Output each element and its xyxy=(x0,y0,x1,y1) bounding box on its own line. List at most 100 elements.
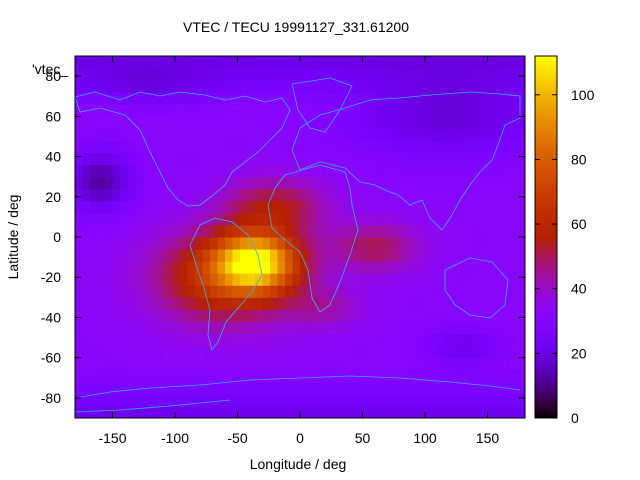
heatmap-cell xyxy=(225,369,233,383)
heatmap-cell xyxy=(150,140,158,154)
heatmap-cell xyxy=(330,381,338,395)
heatmap-cell xyxy=(75,56,83,69)
heatmap-cell xyxy=(277,333,286,347)
heatmap-cell xyxy=(300,393,308,407)
heatmap-cell xyxy=(367,56,376,69)
heatmap-cell xyxy=(255,285,263,298)
heatmap-cell xyxy=(375,92,383,105)
heatmap-cell xyxy=(315,224,323,238)
heatmap-cell xyxy=(412,140,421,154)
heatmap-cell xyxy=(187,140,196,154)
heatmap-cell xyxy=(465,188,473,202)
heatmap-cell xyxy=(75,152,83,166)
heatmap-cell xyxy=(82,200,91,214)
heatmap-cell xyxy=(360,224,368,238)
heatmap-cell xyxy=(240,56,248,69)
heatmap-cell xyxy=(75,128,83,141)
heatmap-cell xyxy=(360,345,368,359)
heatmap-cell xyxy=(277,224,286,238)
heatmap-cell xyxy=(472,249,481,262)
heatmap-cell xyxy=(472,381,481,395)
heatmap-cell xyxy=(322,188,331,202)
colorbar-tick-label: 100 xyxy=(571,87,595,103)
heatmap-cell xyxy=(420,393,428,407)
heatmap-cell xyxy=(315,176,323,190)
x-tick-label: -100 xyxy=(161,430,189,446)
heatmap-cell xyxy=(457,405,466,419)
heatmap-cell xyxy=(165,345,173,359)
heatmap-cell xyxy=(225,285,233,298)
heatmap-cell xyxy=(247,188,256,202)
heatmap-cell xyxy=(262,68,271,81)
heatmap-cell xyxy=(472,224,481,238)
heatmap-cell xyxy=(240,345,248,359)
heatmap-cell xyxy=(255,56,263,69)
heatmap-cell xyxy=(232,212,241,226)
heatmap-cell xyxy=(150,164,158,178)
heatmap-cell xyxy=(487,309,496,322)
heatmap-cell xyxy=(517,273,526,286)
heatmap-cell xyxy=(367,68,376,81)
heatmap-cell xyxy=(487,249,496,262)
heatmap-cell xyxy=(375,285,383,298)
heatmap-cell xyxy=(495,140,503,154)
heatmap-cell xyxy=(322,164,331,178)
heatmap-cell xyxy=(157,140,166,154)
heatmap-cell xyxy=(75,345,83,359)
heatmap-cell xyxy=(435,249,443,262)
heatmap-cell xyxy=(270,285,278,298)
heatmap-cell xyxy=(255,297,263,310)
heatmap-cell xyxy=(247,261,256,274)
heatmap-cell xyxy=(142,224,151,238)
heatmap-cell xyxy=(135,381,143,395)
heatmap-cell xyxy=(307,56,316,69)
heatmap-cell xyxy=(285,80,293,93)
heatmap-cell xyxy=(232,164,241,178)
x-axis-ticks: -150 -100 -50 0 50 100 150 xyxy=(98,56,499,446)
heatmap-cell xyxy=(210,212,218,226)
heatmap-cell xyxy=(322,309,331,322)
heatmap-cell xyxy=(217,56,226,69)
heatmap-cell xyxy=(412,237,421,250)
heatmap-cell xyxy=(135,116,143,129)
heatmap-cell xyxy=(487,152,496,166)
heatmap-cell xyxy=(127,176,136,190)
heatmap-cell xyxy=(90,128,98,141)
heatmap-cell xyxy=(360,140,368,154)
heatmap-cell xyxy=(405,237,413,250)
heatmap-cell xyxy=(75,357,83,371)
heatmap-cell xyxy=(195,152,203,166)
heatmap-cell xyxy=(382,92,391,105)
heatmap-cell xyxy=(405,369,413,383)
heatmap-cell xyxy=(82,381,91,395)
heatmap-cell xyxy=(142,56,151,69)
heatmap-cell xyxy=(292,381,301,395)
heatmap-cell xyxy=(405,128,413,141)
heatmap-cell xyxy=(322,381,331,395)
heatmap-cell xyxy=(225,200,233,214)
heatmap-cell xyxy=(345,164,353,178)
heatmap-cell xyxy=(75,285,83,298)
heatmap-cell xyxy=(390,369,398,383)
heatmap-cell xyxy=(420,333,428,347)
heatmap-cell xyxy=(487,176,496,190)
heatmap-cell xyxy=(195,140,203,154)
heatmap-cell xyxy=(330,176,338,190)
heatmap-cell xyxy=(450,237,458,250)
heatmap-cell xyxy=(277,321,286,335)
heatmap-cell xyxy=(262,297,271,310)
heatmap-cell xyxy=(120,128,128,141)
heatmap-cell xyxy=(450,200,458,214)
heatmap-cell xyxy=(480,212,488,226)
heatmap-cell xyxy=(510,237,518,250)
heatmap-cell xyxy=(255,333,263,347)
heatmap-cell xyxy=(75,164,83,178)
heatmap-cell xyxy=(382,140,391,154)
heatmap-cell xyxy=(480,56,488,69)
heatmap-cell xyxy=(247,333,256,347)
heatmap-cell xyxy=(82,273,91,286)
heatmap-cell xyxy=(225,212,233,226)
heatmap-cell xyxy=(187,249,196,262)
heatmap-cell xyxy=(217,140,226,154)
heatmap-cell xyxy=(270,80,278,93)
